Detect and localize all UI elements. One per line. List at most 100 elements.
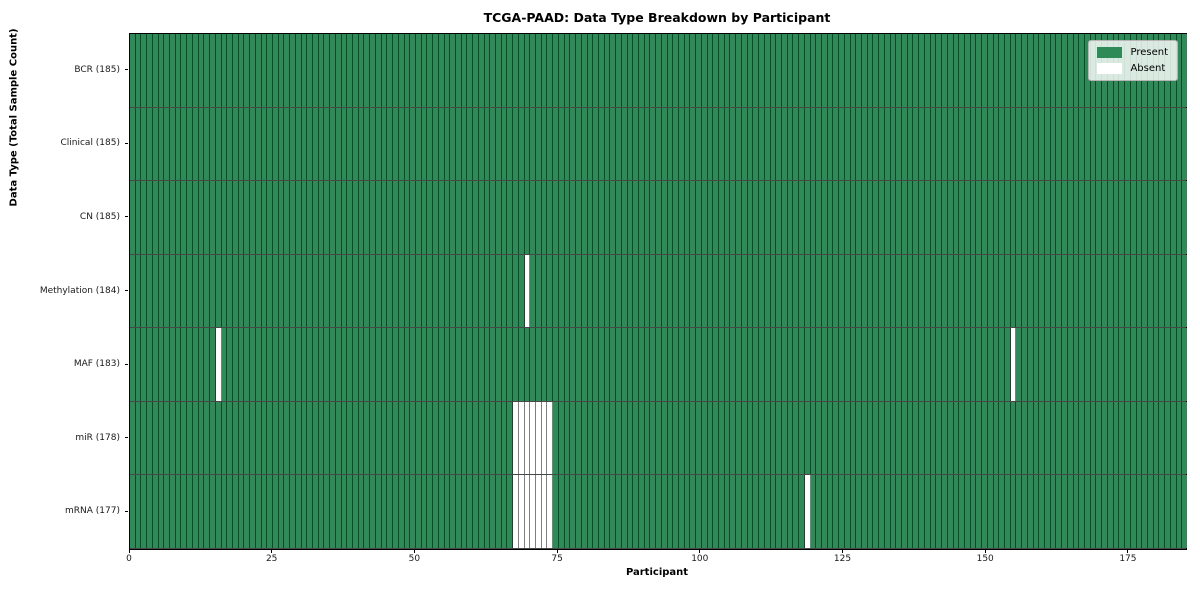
matrix-cell (959, 328, 965, 401)
matrix-cell (232, 181, 239, 254)
matrix-cell (724, 107, 731, 181)
matrix-cell (719, 328, 725, 401)
x-tick-mark (271, 549, 273, 553)
matrix-cell (947, 181, 954, 254)
matrix-cell (410, 254, 416, 328)
matrix-cell (421, 328, 428, 401)
matrix-cell (856, 34, 862, 107)
matrix-cell (736, 328, 742, 401)
matrix-cell (776, 181, 782, 254)
matrix-cell (1010, 107, 1017, 181)
matrix-cell (175, 254, 182, 328)
matrix-cell (438, 475, 445, 549)
matrix-cell (1176, 34, 1183, 107)
matrix-cell (953, 401, 960, 475)
matrix-cell (290, 475, 296, 549)
matrix-cell (135, 107, 142, 181)
matrix-cell (1022, 181, 1028, 254)
matrix-cell (404, 328, 411, 401)
matrix-cell (1033, 107, 1040, 181)
matrix-cell (187, 254, 193, 328)
matrix-cell (1170, 475, 1177, 549)
matrix-cell (1119, 181, 1126, 254)
matrix-cell (907, 181, 914, 254)
matrix-cell (598, 254, 605, 328)
matrix-cell (187, 401, 193, 475)
matrix-cell (816, 181, 822, 254)
matrix-cell (616, 401, 622, 475)
legend-label-absent: Absent (1130, 63, 1166, 74)
matrix-cell (673, 401, 679, 475)
matrix-cell (1062, 475, 1068, 549)
matrix-cell (947, 475, 954, 549)
matrix-cell (896, 401, 903, 475)
matrix-cell (638, 34, 645, 107)
matrix-cell (867, 107, 874, 181)
matrix-cell (181, 34, 188, 107)
matrix-cell (581, 254, 588, 328)
matrix-cell (1182, 34, 1187, 107)
matrix-cell (541, 475, 548, 549)
matrix-cell (278, 401, 285, 475)
matrix-cell (284, 401, 291, 475)
matrix-cell (507, 34, 514, 107)
matrix-cell (1107, 254, 1114, 328)
matrix-cell (1176, 254, 1183, 328)
matrix-cell (272, 181, 279, 254)
matrix-cell (741, 254, 748, 328)
matrix-cell (467, 475, 474, 549)
matrix-cell (741, 107, 748, 181)
matrix-cell (953, 181, 960, 254)
matrix-cell (210, 328, 216, 401)
matrix-cell (541, 328, 548, 401)
matrix-cell (1136, 328, 1143, 401)
matrix-cell (993, 107, 1000, 181)
y-tick-mark (124, 290, 128, 291)
matrix-cell (982, 328, 988, 401)
matrix-cell (255, 181, 262, 254)
matrix-cell (364, 107, 371, 181)
matrix-cell (221, 328, 228, 401)
matrix-cell (850, 181, 857, 254)
matrix-cell (501, 475, 508, 549)
matrix-cell (1165, 475, 1171, 549)
matrix-cell (318, 475, 325, 549)
matrix-cell (959, 181, 965, 254)
y-tick-mark (124, 142, 128, 144)
matrix-cell (970, 475, 977, 549)
matrix-cell (976, 254, 983, 328)
matrix-cell (827, 328, 834, 401)
matrix-cell (673, 107, 679, 181)
matrix-row-Methylation (130, 254, 1187, 329)
matrix-cell (776, 254, 782, 328)
matrix-cell (919, 181, 925, 254)
matrix-cell (919, 328, 925, 401)
matrix-cell (227, 107, 233, 181)
matrix-cell (627, 401, 634, 475)
matrix-cell (1130, 254, 1137, 328)
matrix-cell (267, 34, 273, 107)
matrix-cell (141, 254, 148, 328)
matrix-cell (267, 181, 273, 254)
matrix-cell (244, 254, 251, 328)
matrix-cell (821, 34, 828, 107)
matrix-cell (1050, 475, 1057, 549)
matrix-cell (347, 181, 354, 254)
matrix-cell (295, 181, 302, 254)
matrix-cell (353, 475, 359, 549)
matrix-cell (942, 34, 948, 107)
matrix-cell (804, 254, 811, 328)
matrix-cell (667, 34, 674, 107)
matrix-cell (1073, 254, 1080, 328)
matrix-cell (404, 401, 411, 475)
matrix-cell (1004, 401, 1011, 475)
matrix-cell (570, 401, 577, 475)
matrix-cell (661, 34, 668, 107)
matrix-cell (204, 107, 211, 181)
matrix-cell (455, 401, 462, 475)
matrix-cell (1062, 181, 1068, 254)
matrix-cell (570, 254, 577, 328)
matrix-cell (192, 34, 199, 107)
matrix-cell (741, 475, 748, 549)
matrix-cell (301, 475, 308, 549)
